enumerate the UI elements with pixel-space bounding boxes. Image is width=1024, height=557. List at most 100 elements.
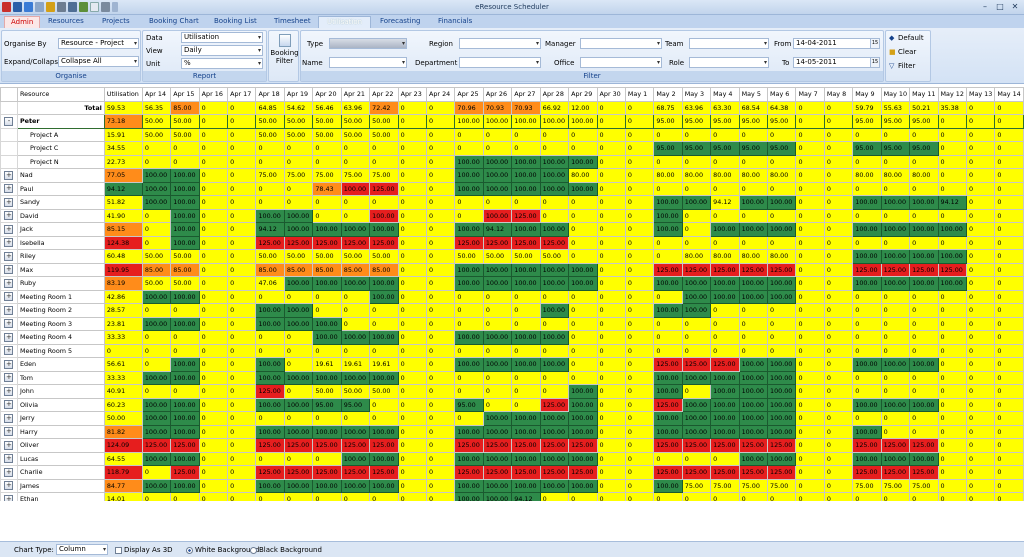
utilisation-cell[interactable]: 0 [880,303,911,318]
utilisation-cell[interactable]: 0 [880,330,911,345]
utilisation-cell[interactable]: 125.00 [539,438,570,453]
utilisation-cell[interactable]: 0 [909,181,939,196]
utilisation-cell[interactable]: 0 [994,276,1024,291]
table-row[interactable]: + Meeting Room 3 23.81 100.00 100.00 0 0 100.00… [0,316,1024,331]
collapse-icon[interactable]: - [4,116,14,126]
utilisation-cell[interactable]: 0 [397,303,428,318]
header-date[interactable]: May 8 [823,87,854,102]
utilisation-cell[interactable]: 0 [369,397,399,412]
utilisation-cell[interactable]: 0 [965,330,996,345]
utilisation-cell[interactable]: 0 [994,141,1024,156]
utilisation-cell[interactable]: 50.00 [283,114,314,129]
filter-button[interactable]: ▽ Filter [889,62,915,70]
utilisation-cell[interactable]: 0 [937,303,967,318]
utilisation-cell[interactable]: 0 [397,195,428,210]
utilisation-cell[interactable]: 0 [795,222,825,237]
utilisation-cell[interactable]: 0 [141,235,172,250]
utilisation-cell[interactable]: 0 [397,114,428,129]
utilisation-cell[interactable]: 125.00 [369,465,399,480]
utilisation-cell[interactable]: 100.00 [454,478,484,493]
utilisation-cell[interactable]: 80.00 [767,249,797,264]
utilisation-cell[interactable]: 0 [198,262,229,277]
utilisation-cell[interactable]: 0 [227,316,257,331]
utilisation-cell[interactable]: 0 [454,370,484,385]
utilisation-cell[interactable]: 100.00 [568,478,598,493]
utilisation-cell[interactable]: 100.00 [909,249,939,264]
utilisation-cell[interactable]: 80.00 [710,168,740,183]
utilisation-cell[interactable]: 0 [340,316,371,331]
expand-cell[interactable]: + [0,208,18,223]
utilisation-cell[interactable]: 0 [227,195,257,210]
utilisation-cell[interactable]: 100.00 [369,276,399,291]
utilisation-cell[interactable]: 0 [482,384,513,399]
type-select[interactable] [329,38,407,49]
utilisation-cell[interactable]: 0 [397,127,428,142]
utilisation-cell[interactable]: 100.00 [340,181,371,196]
utilisation-cell[interactable]: 100.00 [653,478,683,493]
utilisation-cell[interactable]: 0 [454,208,484,223]
utilisation-cell[interactable]: 0 [994,154,1024,169]
utilisation-cell[interactable]: 0 [795,141,825,156]
utilisation-cell[interactable]: 0 [283,330,314,345]
utilisation-cell[interactable]: 0 [596,478,626,493]
utilisation-cell[interactable]: 100.00 [653,276,683,291]
utilisation-cell[interactable]: 100.00 [141,181,172,196]
utilisation-cell[interactable]: 100.00 [710,411,740,426]
expand-icon[interactable]: + [4,440,14,450]
utilisation-cell[interactable]: 100.00 [852,195,882,210]
expand-icon[interactable]: + [4,319,14,329]
utilisation-cell[interactable]: 0 [965,397,996,412]
utilisation-cell[interactable]: 0 [511,384,541,399]
utilisation-cell[interactable]: 12.00 [568,100,598,115]
utilisation-cell[interactable]: 100.00 [568,424,598,439]
utilisation-cell[interactable]: 0 [397,289,428,304]
utilisation-cell[interactable]: 0 [624,384,655,399]
header-date[interactable]: Apr 28 [539,87,570,102]
utilisation-cell[interactable]: 100.00 [539,451,570,466]
utilisation-cell[interactable]: 0 [255,343,285,358]
utilisation-cell[interactable]: 75.00 [340,168,371,183]
utilisation-cell[interactable]: 0 [795,492,825,501]
utilisation-cell[interactable]: 0 [397,249,428,264]
expand-cell[interactable]: + [0,181,18,196]
utilisation-cell[interactable]: 85.00 [170,262,200,277]
utilisation-cell[interactable]: 0 [397,316,428,331]
utilisation-cell[interactable]: 0 [482,370,513,385]
utilisation-cell[interactable]: 0 [482,141,513,156]
table-row[interactable]: + Olivia 60.23 100.00 100.00 0 0 100.00 100.00 95… [0,397,1024,412]
utilisation-cell[interactable]: 0 [596,276,626,291]
utilisation-cell[interactable]: 95.00 [681,141,712,156]
utilisation-cell[interactable]: 100.00 [454,451,484,466]
utilisation-cell[interactable]: 100.00 [312,222,342,237]
utilisation-cell[interactable]: 125.00 [909,438,939,453]
utilisation-cell[interactable]: 100.00 [141,195,172,210]
utilisation-cell[interactable]: 0 [767,154,797,169]
expand-icon[interactable]: + [4,305,14,315]
utilisation-cell[interactable]: 0 [909,208,939,223]
utilisation-cell[interactable]: 85.00 [255,262,285,277]
expand-cell[interactable]: + [0,249,18,264]
expand-cell[interactable]: + [0,195,18,210]
table-row[interactable]: + Meeting Room 4 33.33 0 0 0 0 0 0 100.00 100.00 10… [0,330,1024,345]
utilisation-cell[interactable]: 95.00 [738,114,769,129]
utilisation-cell[interactable]: 100.00 [568,397,598,412]
header-date[interactable]: Apr 14 [141,87,172,102]
utilisation-cell[interactable]: 0 [710,492,740,501]
view-select[interactable]: Daily [181,45,263,56]
utilisation-cell[interactable]: 0 [852,289,882,304]
utilisation-cell[interactable]: 100.00 [369,478,399,493]
utilisation-cell[interactable]: 80.00 [681,249,712,264]
utilisation-cell[interactable]: 0 [624,181,655,196]
utilisation-cell[interactable]: 0 [795,438,825,453]
utilisation-cell[interactable]: 0 [227,114,257,129]
table-row[interactable]: + Oliver 124.09 125.00 125.00 0 0 125.00 125.00 1… [0,438,1024,453]
utilisation-cell[interactable]: 100.00 [283,397,314,412]
utilisation-cell[interactable]: 100.00 [340,451,371,466]
utilisation-cell[interactable]: 95.00 [710,141,740,156]
utilisation-cell[interactable]: 100.00 [909,397,939,412]
utilisation-cell[interactable]: 0 [511,303,541,318]
utilisation-cell[interactable]: 0 [198,330,229,345]
utilisation-cell[interactable]: 0 [425,262,456,277]
utilisation-cell[interactable]: 0 [227,100,257,115]
expand-cell[interactable]: + [0,168,18,183]
